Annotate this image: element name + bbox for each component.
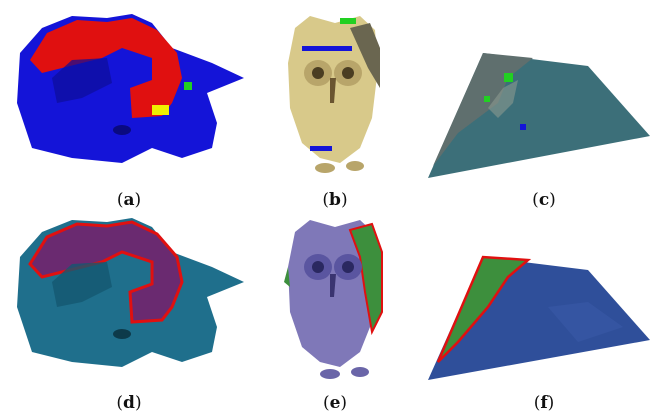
caption-f: (f) [533,393,555,413]
caption-d: (d) [116,393,142,413]
caption-e-letter: e [329,393,341,413]
panel-e-owl-segmented [280,212,390,382]
owl-model-segmented-image [284,220,383,379]
terrain-seeded-image [428,53,650,178]
caption-f-letter: f [540,393,548,413]
caption-a-letter: a [123,190,135,210]
panel-f-terrain-segmented [428,252,653,382]
caption-a: (a) [116,190,142,210]
caption-b-letter: b [329,190,341,210]
panel-c-terrain-seeded [428,48,653,183]
caption-e: (e) [322,393,348,413]
panel-d-cat-segmented [12,212,247,377]
panel-a-cat-seeded [12,8,247,173]
cat-model-seeded-image [17,14,244,163]
cat-model-segmented-image [17,218,244,367]
caption-c-letter: c [538,190,550,210]
caption-c: (c) [532,190,556,210]
caption-b: (b) [322,190,348,210]
terrain-segmented-image [428,255,650,380]
owl-model-seeded-image [288,16,380,173]
panel-b-owl-seeded [280,8,390,178]
caption-d-letter: d [123,393,135,413]
